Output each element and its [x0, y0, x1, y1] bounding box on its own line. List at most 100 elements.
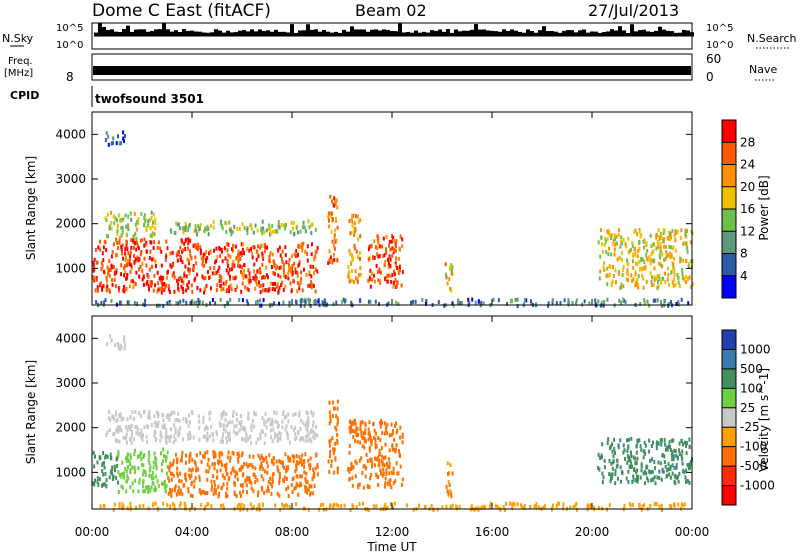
echo-cell [370, 271, 373, 276]
echo-cell [285, 487, 288, 492]
echo-cell [387, 457, 390, 462]
echo-cell [672, 503, 675, 508]
colorbar-frame [721, 329, 737, 506]
nsky-bar [346, 31, 350, 37]
echo-cell [246, 475, 249, 480]
echo-cell [240, 414, 242, 419]
echo-cell [275, 411, 278, 416]
nsky-bar [126, 25, 130, 37]
echo-cell [235, 470, 238, 475]
echo-cell [395, 256, 398, 261]
nave-tick-high: 60 [706, 52, 721, 66]
echo-cell [366, 484, 369, 489]
echo-cell [238, 467, 241, 472]
echo-cell [296, 289, 299, 294]
echo-cell [667, 236, 670, 241]
echo-cell [217, 494, 220, 499]
nave-tick-low: 0 [706, 70, 714, 84]
echo-cell [282, 266, 285, 271]
echo-cell [240, 250, 243, 255]
echo-cell [375, 457, 378, 462]
echo-cell [575, 301, 578, 306]
echo-cell [159, 246, 162, 251]
echo-cell [265, 489, 268, 494]
echo-cell [261, 288, 264, 293]
echo-cell [125, 425, 127, 429]
echo-cell [118, 288, 120, 293]
echo-cell [225, 279, 228, 284]
echo-cell [208, 411, 211, 416]
echo-cell [110, 456, 113, 461]
echo-cell [272, 472, 275, 476]
echo-cell [237, 259, 240, 264]
echo-cell [105, 248, 108, 252]
echo-cell [333, 233, 336, 238]
echo-cell [470, 504, 473, 509]
echo-cell [567, 298, 570, 303]
echo-cell [355, 505, 358, 510]
echo-cell [259, 436, 262, 441]
echo-cell [649, 233, 652, 238]
echo-cell [646, 256, 649, 261]
echo-cell [214, 454, 217, 459]
echo-cell [374, 279, 376, 284]
echo-cell [256, 269, 259, 274]
echo-cell [206, 426, 209, 431]
echo-cell [167, 413, 169, 418]
echo-cell [138, 267, 140, 272]
echo-cell [260, 461, 263, 466]
echo-cell [617, 476, 619, 481]
echo-cell [307, 438, 310, 443]
echo-cell [671, 438, 673, 443]
echo-cell [294, 469, 297, 474]
echo-cell [219, 439, 222, 444]
echo-cell [114, 284, 117, 289]
nsky-bar [278, 31, 282, 37]
echo-cell [243, 263, 246, 267]
echo-cell [136, 240, 138, 245]
echo-cell [105, 275, 108, 280]
echo-cell [103, 482, 106, 487]
echo-cell [525, 298, 528, 303]
echo-cell [118, 413, 121, 418]
echo-cell [240, 502, 243, 507]
echo-cell [159, 277, 162, 282]
echo-cell [94, 454, 96, 459]
echo-cell [312, 491, 315, 496]
nsky-bar [186, 30, 190, 37]
echo-cell [140, 211, 143, 216]
echo-cell [219, 254, 222, 259]
echo-cell [212, 474, 214, 479]
echo-cell [261, 416, 264, 420]
echo-cell [242, 472, 245, 477]
echo-cell [310, 283, 313, 287]
echo-cell [356, 427, 359, 431]
echo-cell [448, 266, 451, 271]
echo-cell [431, 507, 434, 512]
echo-cell [182, 248, 185, 253]
echo-cell [355, 433, 358, 438]
nsky-bar [582, 29, 586, 37]
echo-cell [117, 425, 120, 430]
echo-cell [336, 258, 339, 263]
echo-cell [608, 230, 611, 235]
echo-cell [129, 250, 132, 255]
echo-cell [673, 466, 676, 470]
echo-cell [232, 264, 235, 269]
echo-cell [678, 448, 681, 453]
echo-cell [106, 279, 108, 284]
echo-cell [197, 224, 200, 229]
colorbar-tick-label: -25 [740, 420, 760, 434]
echo-cell [360, 433, 363, 438]
echo-cell [286, 466, 289, 471]
echo-cell [198, 226, 201, 231]
echo-cell [314, 227, 317, 232]
echo-cell [176, 222, 179, 227]
echo-cell [673, 256, 676, 261]
echo-cell [688, 437, 691, 442]
echo-cell [666, 277, 669, 282]
echo-cell [132, 279, 134, 284]
echo-cell [288, 257, 291, 262]
